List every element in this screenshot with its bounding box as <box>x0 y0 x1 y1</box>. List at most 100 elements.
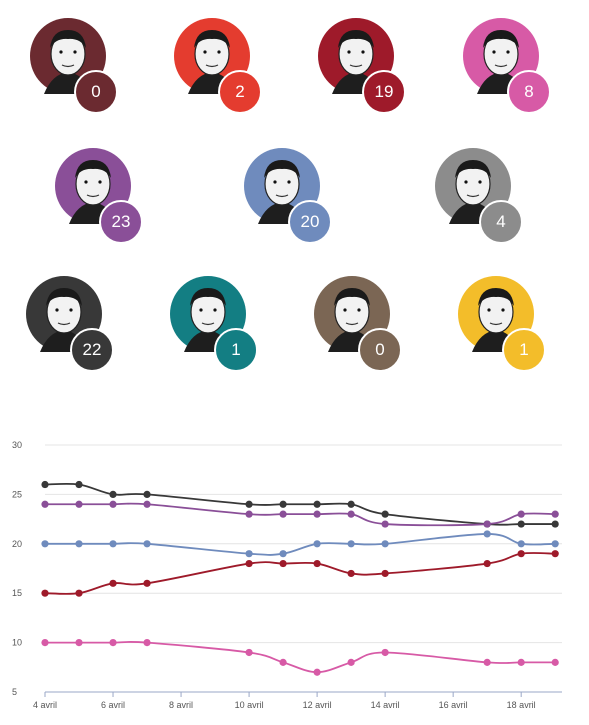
x-tick-label: 12 avril <box>303 700 332 710</box>
x-tick-label: 8 avril <box>169 700 193 710</box>
data-point <box>381 569 389 578</box>
data-point <box>279 550 287 558</box>
score-badge: 19 <box>362 70 406 114</box>
y-tick-label: 25 <box>12 489 22 499</box>
score-badge: 1 <box>502 328 546 372</box>
portrait-hair-shape <box>338 30 374 48</box>
portrait-eye-shape <box>73 50 77 54</box>
data-point <box>109 500 117 508</box>
series-line <box>45 502 556 527</box>
x-tick-label: 16 avril <box>439 700 468 710</box>
data-point <box>551 510 559 518</box>
score-badge: 20 <box>288 200 332 244</box>
data-point <box>143 490 151 498</box>
data-point <box>381 520 389 528</box>
data-point <box>109 639 117 647</box>
data-point <box>551 658 559 666</box>
portrait-eye-shape <box>98 180 102 184</box>
portrait-mouth-shape <box>201 322 215 326</box>
data-point <box>483 658 491 666</box>
portrait-mouth-shape <box>205 64 219 68</box>
portrait-hair-shape <box>478 288 514 306</box>
data-point <box>313 668 321 676</box>
data-point <box>245 500 253 508</box>
candidate-card: 1 <box>446 276 546 386</box>
data-point <box>109 579 117 587</box>
data-point <box>41 480 49 489</box>
portrait-eye-shape <box>273 180 277 184</box>
data-point <box>313 510 321 518</box>
data-point <box>279 658 287 666</box>
x-tick-label: 10 avril <box>235 700 264 710</box>
series-layer <box>41 480 559 676</box>
portrait-eye-shape <box>343 308 347 312</box>
portrait-eye-shape <box>203 50 207 54</box>
axis-layer: 5 10 15 20 25 30 4 avril 6 avril 8 avril 10 avril… <box>12 440 562 710</box>
candidate-card: 0 <box>302 276 402 386</box>
data-point <box>143 579 151 587</box>
portrait-hair-shape <box>455 160 491 178</box>
data-point <box>279 500 287 508</box>
data-point <box>517 658 525 666</box>
portrait-mouth-shape <box>275 194 289 198</box>
data-point <box>517 540 525 548</box>
portrait-hair-shape <box>264 160 300 178</box>
data-point <box>75 500 83 508</box>
y-tick-label: 20 <box>12 539 22 549</box>
data-point <box>347 569 355 578</box>
candidate-card: 8 <box>451 18 551 128</box>
data-point <box>143 639 151 647</box>
data-point <box>75 639 83 647</box>
portrait-eye-shape <box>199 308 203 312</box>
candidate-card: 1 <box>158 276 258 386</box>
data-point <box>347 500 355 508</box>
data-point <box>279 559 287 568</box>
data-point <box>245 648 253 657</box>
data-point <box>347 658 355 666</box>
portrait-mouth-shape <box>494 64 508 68</box>
portrait-mouth-shape <box>61 64 75 68</box>
portrait-eye-shape <box>84 180 88 184</box>
data-point <box>313 559 321 568</box>
data-point <box>483 559 491 568</box>
data-point <box>551 540 559 548</box>
score-badge: 0 <box>74 70 118 114</box>
data-point <box>347 510 355 518</box>
x-tick-label: 18 avril <box>507 700 536 710</box>
data-point <box>75 589 83 597</box>
portrait-eye-shape <box>464 180 468 184</box>
portrait-mouth-shape <box>345 322 359 326</box>
data-point <box>75 480 83 489</box>
score-badge: 22 <box>70 328 114 372</box>
data-point <box>517 520 525 528</box>
portrait-eye-shape <box>361 50 365 54</box>
candidate-card: 20 <box>232 148 332 258</box>
score-badge: 23 <box>99 200 143 244</box>
series-line <box>44 640 556 674</box>
score-badge: 4 <box>479 200 523 244</box>
portrait-eye-shape <box>59 50 63 54</box>
data-point <box>381 510 389 518</box>
score-badge: 8 <box>507 70 551 114</box>
data-point <box>279 510 287 518</box>
score-badge: 0 <box>358 328 402 372</box>
portrait-hair-shape <box>194 30 230 48</box>
data-point <box>313 540 321 548</box>
data-point <box>41 639 49 647</box>
x-tick-label: 6 avril <box>101 700 125 710</box>
series-line <box>45 533 556 556</box>
data-point <box>245 510 253 518</box>
portrait-eye-shape <box>492 50 496 54</box>
portrait-hair-shape <box>75 160 111 178</box>
data-point <box>41 589 49 597</box>
data-point <box>517 510 525 518</box>
portrait-eye-shape <box>287 180 291 184</box>
portrait-eye-shape <box>506 50 510 54</box>
portrait-mouth-shape <box>466 194 480 198</box>
portrait-eye-shape <box>357 308 361 312</box>
data-point <box>381 540 389 548</box>
portrait-hair-shape <box>334 288 370 306</box>
data-point <box>41 540 49 548</box>
portrait-hair-shape <box>46 288 82 306</box>
portrait-mouth-shape <box>349 64 363 68</box>
